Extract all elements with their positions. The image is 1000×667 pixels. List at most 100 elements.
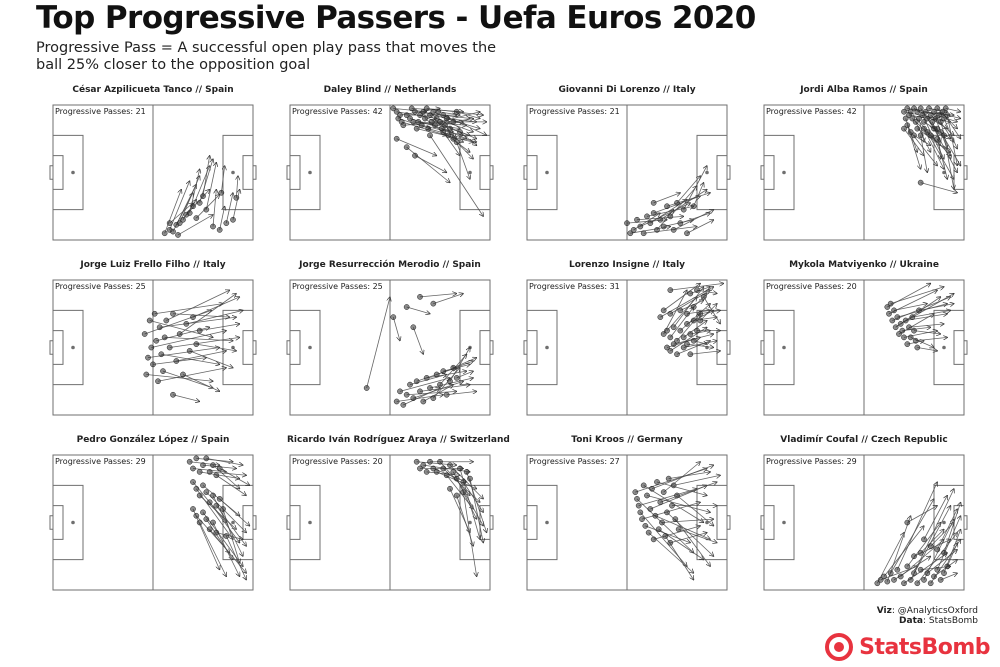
player-panel: Jordi Alba Ramos // Spain Progressive Pas… <box>760 85 968 245</box>
pass-origin <box>670 482 677 489</box>
pass-arrow <box>680 213 710 224</box>
right-goal <box>963 340 968 355</box>
pass-origin <box>894 566 901 573</box>
pass-origin <box>886 310 892 317</box>
pass-origin <box>667 287 674 293</box>
pass-origin <box>627 230 634 237</box>
pass-origin <box>919 112 926 118</box>
pass-arrow <box>216 505 246 547</box>
pass-arrow <box>469 478 483 543</box>
pass-origin <box>153 337 160 344</box>
pass-arrow <box>940 573 958 581</box>
pass-origin <box>911 327 917 334</box>
pass-origin <box>428 119 435 125</box>
pass-arrow <box>943 135 954 189</box>
left-penalty-box <box>526 484 558 561</box>
pass-origin <box>684 341 690 347</box>
pass-origin <box>193 455 200 462</box>
right-goal <box>726 165 731 180</box>
pass-origin <box>453 375 460 381</box>
pass-arrow <box>152 358 206 365</box>
pass-origin <box>440 112 447 118</box>
right-penalty-box <box>933 309 965 386</box>
progressive-pass-count: Progressive Passes: 21 <box>529 107 620 116</box>
pass-origin <box>667 213 674 220</box>
pass-origin <box>408 105 415 112</box>
pass-arrow <box>209 502 240 543</box>
pass-arrow <box>897 304 947 318</box>
pass-origin <box>417 388 423 395</box>
pass-origin <box>936 112 942 118</box>
pass-arrow <box>418 121 466 125</box>
pass-arrow <box>913 489 954 574</box>
pass-origin <box>887 300 894 307</box>
pass-origin <box>914 125 921 132</box>
pass-origin <box>413 125 420 132</box>
pass-arrow <box>414 155 447 173</box>
left-penalty-box <box>289 309 321 386</box>
pass-arrow <box>172 313 230 317</box>
player-panel: Jorge Resurrección Merodio // Spain Progr… <box>286 260 494 420</box>
pass-origin <box>660 331 667 337</box>
pass-arrow <box>149 320 213 338</box>
pass-origin <box>652 512 659 519</box>
pass-origin <box>677 327 684 334</box>
player-panel: Daley Blind // Netherlands Progressive Pa… <box>286 85 494 245</box>
right-six-yard-box <box>242 330 254 365</box>
pass-origin <box>670 324 677 331</box>
pass-origin <box>690 317 697 324</box>
left-penalty-spot <box>71 170 75 175</box>
pass-origin <box>186 458 193 465</box>
pass-arrow <box>462 481 483 512</box>
pass-arrow <box>147 348 220 359</box>
data-credit-label: Data <box>899 616 923 626</box>
left-penalty-spot <box>545 170 549 175</box>
pass-origin <box>657 499 664 506</box>
pass-origin <box>664 509 670 516</box>
player-panel: César Azpilicueta Tanco // Spain Progress… <box>49 85 257 245</box>
right-six-yard-box <box>242 155 254 190</box>
right-goal <box>489 165 494 180</box>
left-six-yard-box <box>52 155 64 190</box>
pass-arrow <box>887 283 930 308</box>
pass-origin <box>141 331 148 337</box>
pass-arrow <box>675 518 710 566</box>
pitch-chart: Progressive Passes: 21 <box>49 104 257 241</box>
pass-origin <box>635 502 642 509</box>
pass-origin <box>213 529 220 536</box>
pass-origin <box>460 479 467 485</box>
pass-origin <box>210 492 216 499</box>
pass-origin <box>667 348 674 354</box>
left-penalty-box <box>763 134 795 211</box>
pitch <box>523 104 731 241</box>
right-penalty-spot <box>468 170 472 175</box>
pass-arrow <box>192 297 240 318</box>
progressive-pass-count: Progressive Passes: 42 <box>292 107 383 116</box>
pass-origin <box>649 485 655 492</box>
pass-arrow <box>154 304 223 315</box>
pass-origin <box>190 479 196 485</box>
left-penalty-spot <box>782 520 786 525</box>
left-six-yard-box <box>52 330 64 365</box>
pass-origin <box>420 462 427 468</box>
pass-origin <box>432 122 438 129</box>
pass-arrow <box>199 471 240 479</box>
viz-credit: Viz: @AnalyticsOxford <box>877 606 978 616</box>
pitch <box>760 104 968 241</box>
pass-origin <box>393 398 400 405</box>
pitch <box>49 279 257 416</box>
pass-origin <box>694 287 700 293</box>
right-goal <box>726 340 731 355</box>
player-panel: Vladimír Coufal // Czech Republic Progres… <box>760 435 968 595</box>
pass-origin <box>193 485 200 492</box>
progressive-pass-count: Progressive Passes: 31 <box>529 282 620 291</box>
pass-arrow <box>225 535 246 580</box>
pass-origin <box>155 378 161 385</box>
right-goal <box>252 340 257 355</box>
pass-origin <box>190 314 196 320</box>
pass-origin <box>427 385 433 391</box>
pass-origin <box>672 516 679 522</box>
pass-origin <box>403 304 410 310</box>
pass-origin <box>433 371 440 378</box>
right-six-yard-box <box>716 155 728 190</box>
